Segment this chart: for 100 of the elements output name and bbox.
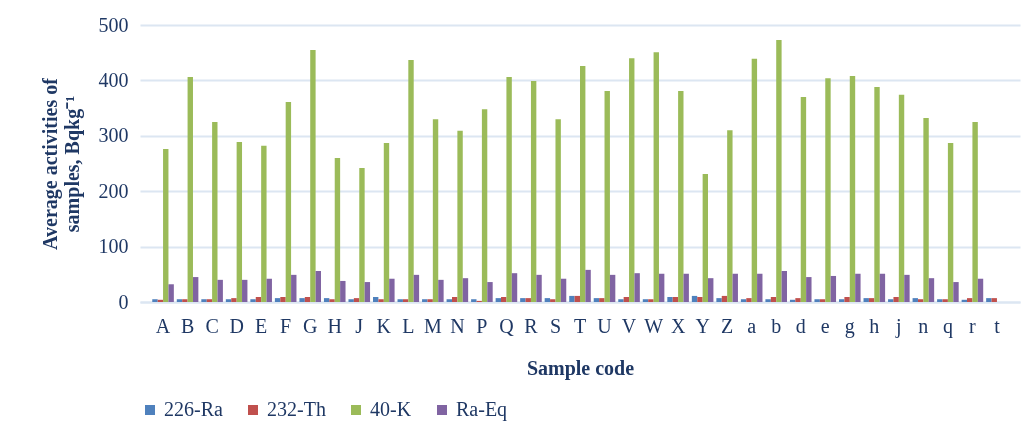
bar — [819, 299, 826, 302]
legend-label: 40-K — [370, 398, 412, 420]
bar — [629, 58, 635, 302]
bar — [740, 299, 747, 302]
bar — [844, 297, 850, 302]
bar — [795, 298, 801, 302]
bar — [593, 298, 600, 302]
bar — [250, 299, 256, 302]
bar — [879, 273, 886, 302]
x-tick-label: G — [302, 314, 318, 337]
bar — [274, 298, 281, 302]
bar — [560, 278, 567, 302]
x-tick-label: F — [280, 314, 292, 337]
bar — [585, 269, 591, 302]
bar — [947, 143, 954, 302]
bar — [304, 297, 311, 302]
bar — [751, 58, 758, 302]
bar — [580, 66, 586, 302]
bar — [757, 273, 763, 302]
x-tick-label: b — [771, 314, 782, 337]
bar — [618, 299, 624, 302]
bar — [544, 298, 551, 302]
x-tick-label: N — [450, 314, 465, 337]
x-axis-title: Sample code — [526, 356, 635, 380]
bar — [765, 299, 771, 302]
bar — [691, 295, 698, 302]
bar — [683, 273, 689, 302]
y-tick-label: 300 — [98, 124, 129, 147]
bar — [642, 299, 649, 302]
bar — [800, 97, 807, 302]
bar — [334, 157, 341, 302]
bar — [315, 270, 321, 302]
y-tick-label: 200 — [98, 179, 129, 202]
bar — [168, 284, 174, 302]
bar — [953, 282, 959, 302]
bar — [721, 295, 728, 302]
x-tick-label: q — [942, 314, 953, 338]
x-tick-label: S — [549, 314, 562, 337]
bar — [898, 94, 905, 302]
bar — [977, 278, 984, 302]
bar — [868, 298, 875, 302]
bar — [672, 297, 679, 302]
x-tick-label: e — [820, 314, 830, 337]
y-tick-label: 400 — [98, 68, 129, 91]
bar — [291, 274, 297, 302]
bar — [495, 298, 502, 302]
bar — [487, 282, 493, 302]
bar — [481, 109, 488, 302]
bar — [986, 298, 992, 302]
bar — [255, 297, 262, 302]
bar — [340, 280, 346, 302]
bar — [530, 80, 537, 302]
bar — [323, 298, 330, 302]
bar — [746, 298, 752, 302]
bar — [201, 299, 207, 302]
bar — [451, 297, 458, 302]
x-tick-label: j — [895, 314, 902, 338]
bar — [634, 273, 640, 302]
bar — [413, 274, 420, 302]
bar — [536, 274, 542, 302]
bar — [242, 279, 248, 302]
bar — [923, 118, 929, 302]
x-tick-label: a — [747, 314, 757, 337]
bar — [427, 299, 433, 302]
x-tick-label: Z — [721, 314, 734, 337]
bar — [206, 299, 213, 302]
bar — [678, 90, 684, 302]
bar — [446, 299, 452, 302]
legend-label: 226-Ra — [164, 398, 223, 420]
bar — [236, 141, 243, 302]
bar — [261, 145, 267, 302]
bar — [280, 297, 286, 302]
bar — [353, 298, 360, 302]
x-tick-label: Q — [499, 314, 515, 337]
bar — [383, 143, 390, 302]
bar — [991, 298, 997, 302]
bar — [697, 297, 703, 302]
bar — [727, 130, 733, 302]
bar — [520, 298, 526, 302]
x-tick-label: M — [423, 314, 442, 337]
bar — [217, 279, 223, 302]
bar — [609, 274, 616, 302]
bar — [967, 298, 973, 302]
x-tick-label: T — [573, 314, 587, 337]
bar — [702, 174, 709, 302]
bar — [373, 297, 379, 302]
bar — [299, 298, 305, 302]
x-tick-label: g — [844, 314, 855, 338]
bar — [438, 279, 444, 302]
bar — [912, 298, 918, 302]
bar — [152, 299, 158, 302]
bar — [231, 298, 237, 302]
bar — [212, 121, 218, 302]
bar — [176, 299, 183, 302]
bar — [928, 278, 935, 302]
x-tick-label: h — [869, 314, 880, 337]
bar — [830, 275, 837, 302]
bar — [770, 297, 777, 302]
x-tick-label: A — [155, 314, 171, 337]
x-tick-label: B — [180, 314, 195, 337]
